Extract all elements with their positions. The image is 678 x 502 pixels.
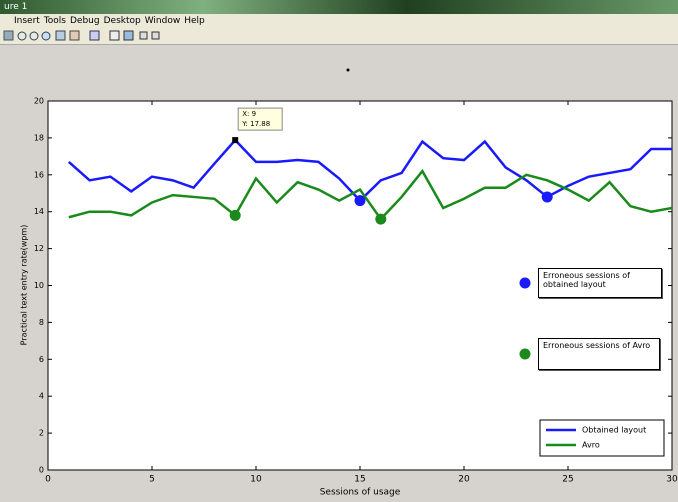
- y-tick-label: 8: [39, 318, 44, 327]
- y-tick-label: 16: [34, 170, 44, 179]
- chart: Sessions of usage Practical text entry r…: [0, 0, 678, 502]
- y-tick-label: 2: [39, 429, 44, 438]
- y-tick-label: 20: [34, 97, 44, 106]
- datatip-point: [232, 137, 238, 143]
- datatip-text: Y: 17.88: [241, 120, 270, 128]
- erroneous-session-marker: [230, 210, 241, 221]
- y-tick-label: 4: [39, 392, 44, 401]
- y-tick-label: 12: [34, 244, 44, 253]
- y-tick-label: 14: [34, 207, 44, 216]
- annotation-marker: [520, 278, 531, 289]
- y-tick-label: 10: [34, 281, 44, 290]
- matlab-figure-window: ure 1 InsertToolsDebugDesktopWindowHelp …: [0, 0, 678, 502]
- legend-label: Obtained layout: [582, 426, 646, 435]
- annotation-marker: [520, 349, 531, 360]
- datatip-text: X: 9: [242, 110, 256, 118]
- erroneous-session-marker: [355, 195, 366, 206]
- y-tick-label: 6: [39, 355, 44, 364]
- x-tick-label: 0: [45, 475, 51, 485]
- y-axis-label: Practical text entry rate(wpm): [20, 225, 29, 346]
- erroneous-session-marker: [375, 214, 386, 225]
- x-tick-label: 25: [562, 475, 573, 485]
- erroneous-session-marker: [542, 191, 553, 202]
- legend-label: Avro: [582, 441, 600, 450]
- x-tick-label: 5: [149, 475, 155, 485]
- y-tick-label: 18: [34, 133, 44, 142]
- x-tick-label: 30: [666, 475, 678, 485]
- x-axis-label: Sessions of usage: [320, 488, 401, 498]
- x-tick-label: 20: [458, 475, 470, 485]
- annotation-box: Erroneous sessions of obtained layout: [538, 268, 662, 298]
- decoration-dot: [347, 69, 350, 72]
- x-tick-label: 10: [250, 475, 262, 485]
- legend: Obtained layout Avro: [540, 420, 664, 456]
- annotation-box: Erroneous sessions of Avro: [538, 338, 660, 370]
- y-tick-label: 0: [39, 466, 44, 475]
- x-tick-label: 15: [354, 475, 365, 485]
